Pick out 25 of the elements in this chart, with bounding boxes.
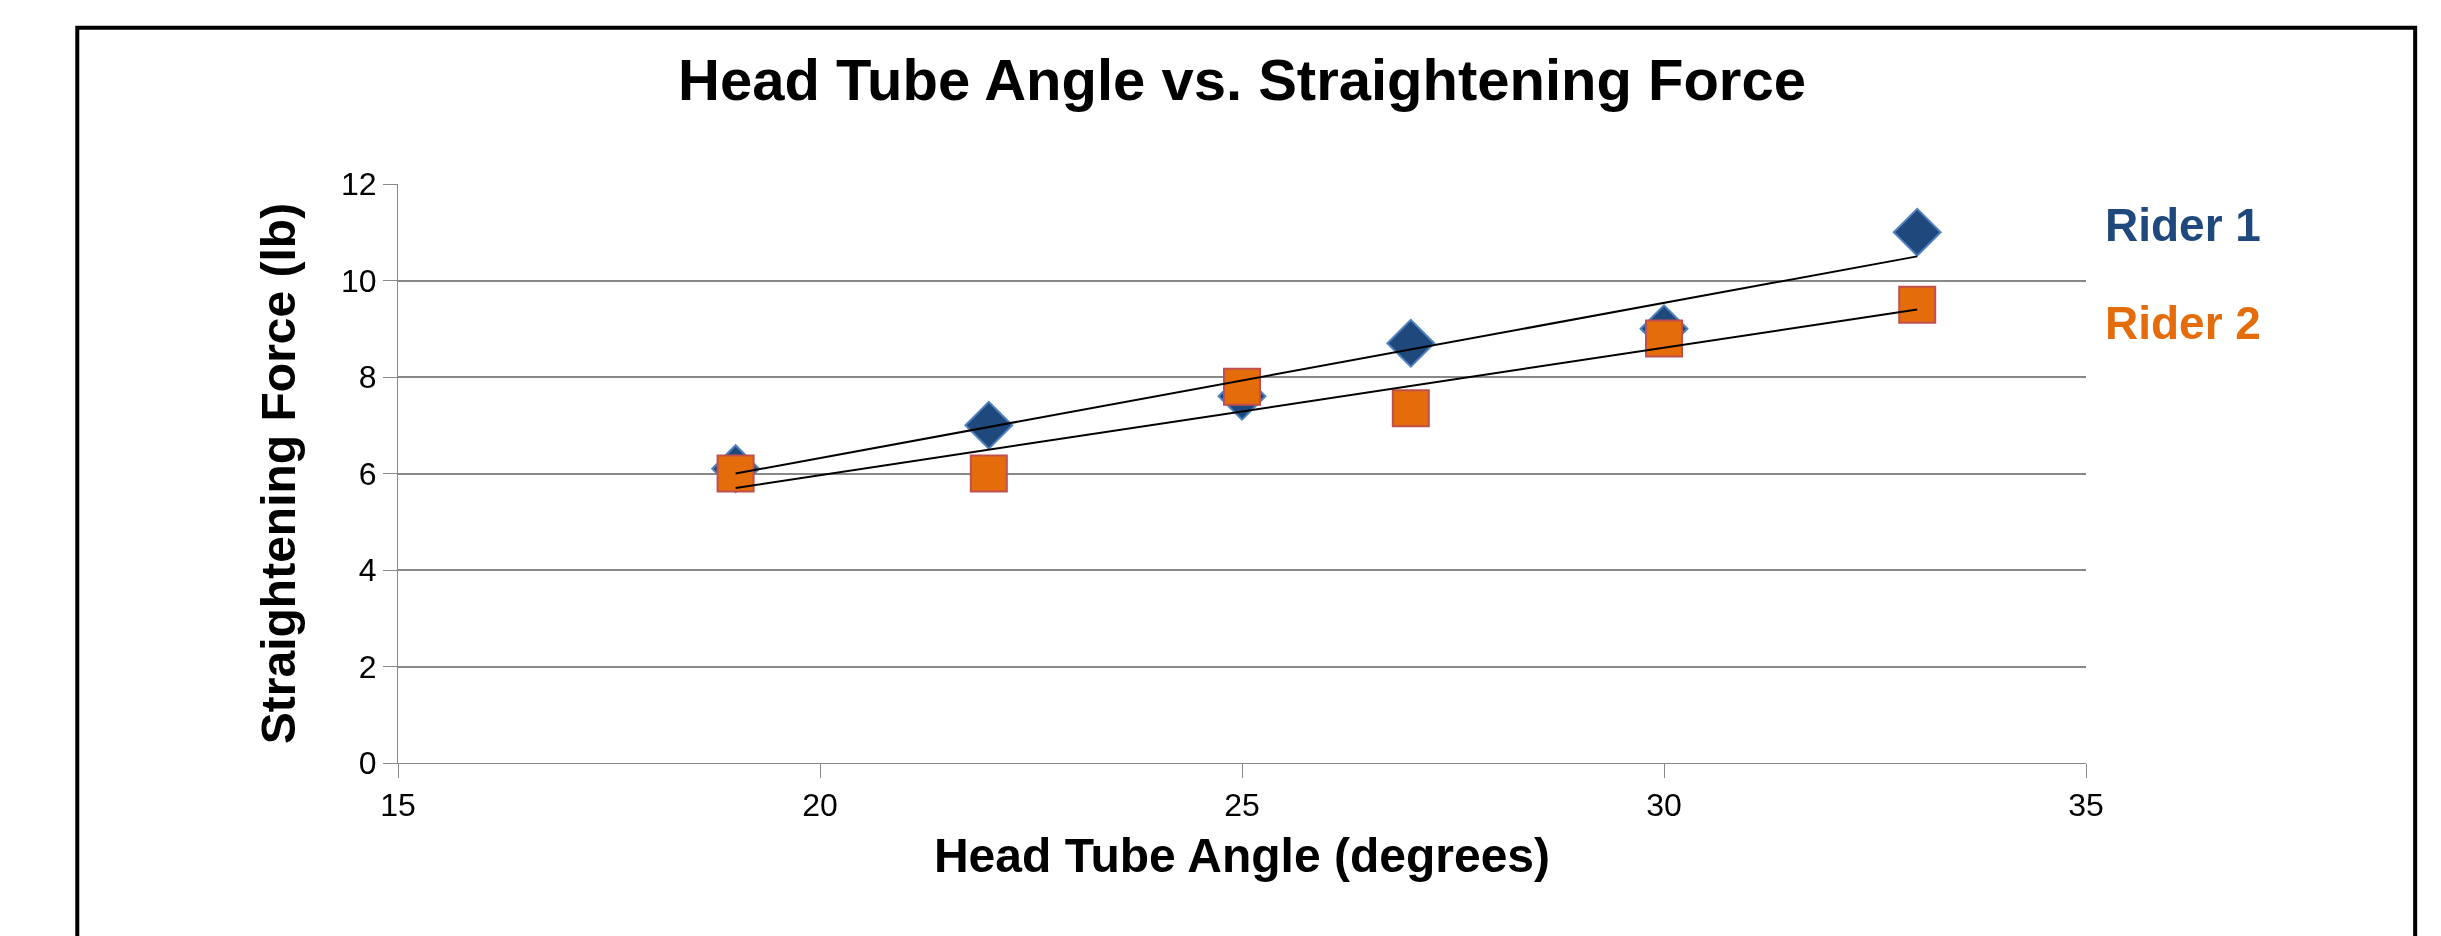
y-tick-label: 4 — [358, 552, 377, 589]
text: Rider 2 — [2105, 297, 2261, 349]
point — [1391, 389, 1430, 428]
x-tick-label: 30 — [1646, 787, 1682, 824]
x-tick-label: 20 — [802, 787, 838, 824]
y-axis-title: Straightening Force (lb) — [251, 202, 305, 745]
text: Rider 1 — [2105, 199, 2261, 251]
y-tick-label: 10 — [341, 262, 377, 299]
x-tick-label: 15 — [380, 787, 416, 824]
point — [1645, 319, 1683, 358]
y-tick-label: 6 — [358, 455, 377, 492]
point — [969, 454, 1008, 493]
point — [1223, 367, 1261, 406]
x-tick-label: 25 — [1224, 787, 1260, 824]
x-axis-title: Head Tube Angle (degrees) — [933, 828, 1551, 882]
y-tick-label: 2 — [358, 648, 377, 685]
x-tick-label: 35 — [2068, 787, 2104, 824]
point — [1386, 318, 1436, 368]
chart-title: Head Tube Angle vs. Straightening Force — [678, 46, 1806, 112]
point — [1898, 285, 1937, 324]
y-tick-label: 12 — [341, 166, 377, 203]
point — [964, 400, 1014, 450]
y-tick-label: 8 — [358, 359, 377, 396]
y-tick-label: 0 — [358, 745, 377, 782]
point — [1892, 207, 1942, 257]
